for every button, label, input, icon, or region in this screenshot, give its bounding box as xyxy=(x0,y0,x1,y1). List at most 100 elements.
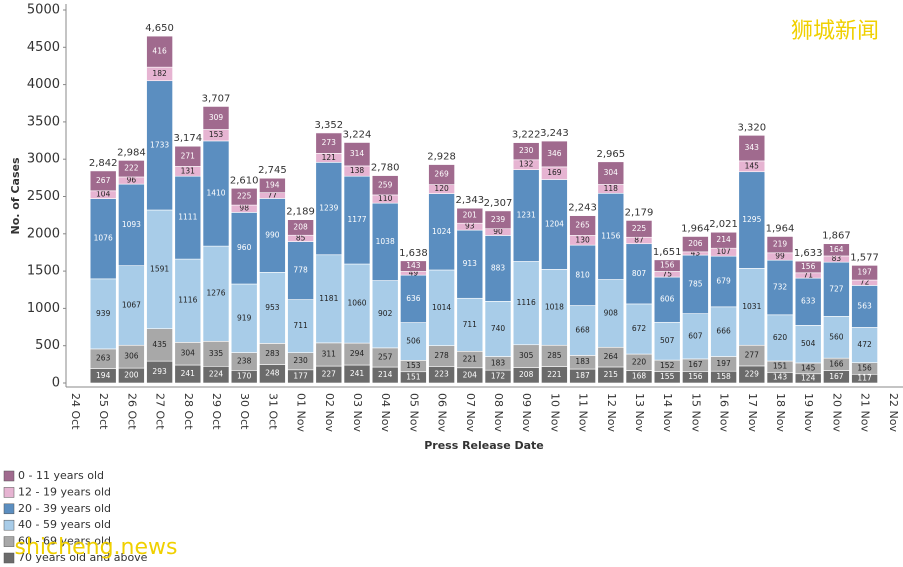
bar-segment xyxy=(118,265,145,346)
bar-segment xyxy=(682,236,709,253)
x-axis-label: Press Release Date xyxy=(424,439,544,452)
value-label: 121 xyxy=(322,153,337,162)
value-label: 200 xyxy=(124,371,139,380)
bar-segment xyxy=(371,202,399,281)
bar-segment xyxy=(202,140,230,247)
value-label: 241 xyxy=(181,369,196,378)
value-label: 167 xyxy=(829,372,844,381)
value-label: 633 xyxy=(801,297,816,306)
x-tick-label: 15 Nov xyxy=(689,393,702,432)
x-tick-label: 27 Oct xyxy=(154,393,167,430)
value-label: 248 xyxy=(265,369,280,378)
value-label: 293 xyxy=(152,367,167,376)
bar-segment xyxy=(343,263,371,344)
value-label: 285 xyxy=(547,351,562,360)
value-label: 507 xyxy=(660,336,675,345)
value-label: 278 xyxy=(434,351,449,360)
value-label: 311 xyxy=(322,349,337,358)
value-label: 1076 xyxy=(94,234,113,243)
bar-segment xyxy=(174,175,202,260)
value-label: 1067 xyxy=(122,300,141,309)
bar-segment xyxy=(400,322,427,361)
value-label: 472 xyxy=(857,340,872,349)
value-label: 1060 xyxy=(347,299,366,308)
x-tick-label: 11 Nov xyxy=(577,393,590,432)
bar-segment xyxy=(259,177,286,193)
x-tick-label: 26 Oct xyxy=(125,393,138,430)
bar-segment xyxy=(710,306,737,357)
value-label: 221 xyxy=(463,355,478,364)
y-tick-label: 3000 xyxy=(27,152,60,167)
bar-segment xyxy=(230,212,258,285)
x-tick-label: 24 Oct xyxy=(69,393,82,430)
bar-segment xyxy=(146,209,173,329)
value-label: 215 xyxy=(604,370,619,379)
value-label: 169 xyxy=(547,168,562,177)
value-label: 305 xyxy=(519,351,534,360)
x-tick-label: 16 Nov xyxy=(718,393,731,432)
value-label: 1181 xyxy=(319,294,338,303)
value-label: 156 xyxy=(857,363,872,372)
x-tick-label: 02 Nov xyxy=(323,393,336,432)
value-label: 810 xyxy=(575,270,590,279)
bar-segment xyxy=(851,285,878,328)
watermark: shicheng.news xyxy=(15,535,178,560)
value-label: 1031 xyxy=(742,302,761,311)
total-label: 3,352 xyxy=(314,120,343,131)
bar-segment xyxy=(823,261,850,317)
value-label: 183 xyxy=(575,357,590,366)
value-label: 732 xyxy=(773,283,788,292)
value-label: 346 xyxy=(547,149,562,158)
value-label: 902 xyxy=(378,309,393,318)
total-label: 1,633 xyxy=(794,248,823,259)
bar-segment xyxy=(428,164,455,185)
x-tick-label: 13 Nov xyxy=(633,393,646,432)
bar-segment xyxy=(371,175,399,196)
value-label: 130 xyxy=(575,235,590,244)
legend-swatch xyxy=(3,552,15,564)
value-label: 151 xyxy=(406,372,421,381)
bar-segment xyxy=(682,254,709,314)
value-label: 264 xyxy=(604,352,619,361)
bar-segment xyxy=(315,254,343,344)
y-axis-label: No. of Cases xyxy=(9,157,22,234)
x-tick-label: 20 Nov xyxy=(830,393,843,432)
bar-segment xyxy=(653,259,681,272)
total-label: 2,343 xyxy=(455,195,484,206)
value-label: 107 xyxy=(716,247,731,256)
value-label: 90 xyxy=(493,227,503,236)
value-label: 194 xyxy=(96,371,111,380)
bar-segment xyxy=(541,269,568,346)
value-label: 96 xyxy=(127,176,137,185)
x-tick-label: 01 Nov xyxy=(295,393,308,432)
bar-segment xyxy=(569,244,596,306)
value-label: 99 xyxy=(775,252,785,261)
total-label: 1,577 xyxy=(850,252,879,263)
value-label: 504 xyxy=(801,339,816,348)
value-label: 304 xyxy=(604,168,619,177)
value-label: 155 xyxy=(660,372,675,381)
legend-swatch xyxy=(3,536,15,547)
x-tick-label: 08 Nov xyxy=(492,393,505,432)
value-label: 220 xyxy=(632,357,647,366)
bar-segment xyxy=(851,265,878,281)
total-label: 2,189 xyxy=(286,207,315,218)
value-label: 960 xyxy=(237,243,252,252)
bar-segment xyxy=(456,229,484,299)
value-label: 1018 xyxy=(545,302,564,311)
value-label: 110 xyxy=(378,194,393,203)
bar-segment xyxy=(766,259,794,316)
value-label: 229 xyxy=(745,369,760,378)
total-label: 3,224 xyxy=(343,129,372,140)
value-label: 263 xyxy=(96,354,111,363)
bar-segment xyxy=(766,314,794,362)
y-tick-label: 1500 xyxy=(27,264,60,279)
value-label: 197 xyxy=(857,268,872,277)
bar-segment xyxy=(710,255,737,308)
bar-segment xyxy=(230,283,258,353)
value-label: 104 xyxy=(96,190,111,199)
value-label: 606 xyxy=(660,295,675,304)
total-label: 2,745 xyxy=(258,165,287,176)
value-label: 1038 xyxy=(376,237,395,246)
x-tick-label: 07 Nov xyxy=(464,393,477,432)
